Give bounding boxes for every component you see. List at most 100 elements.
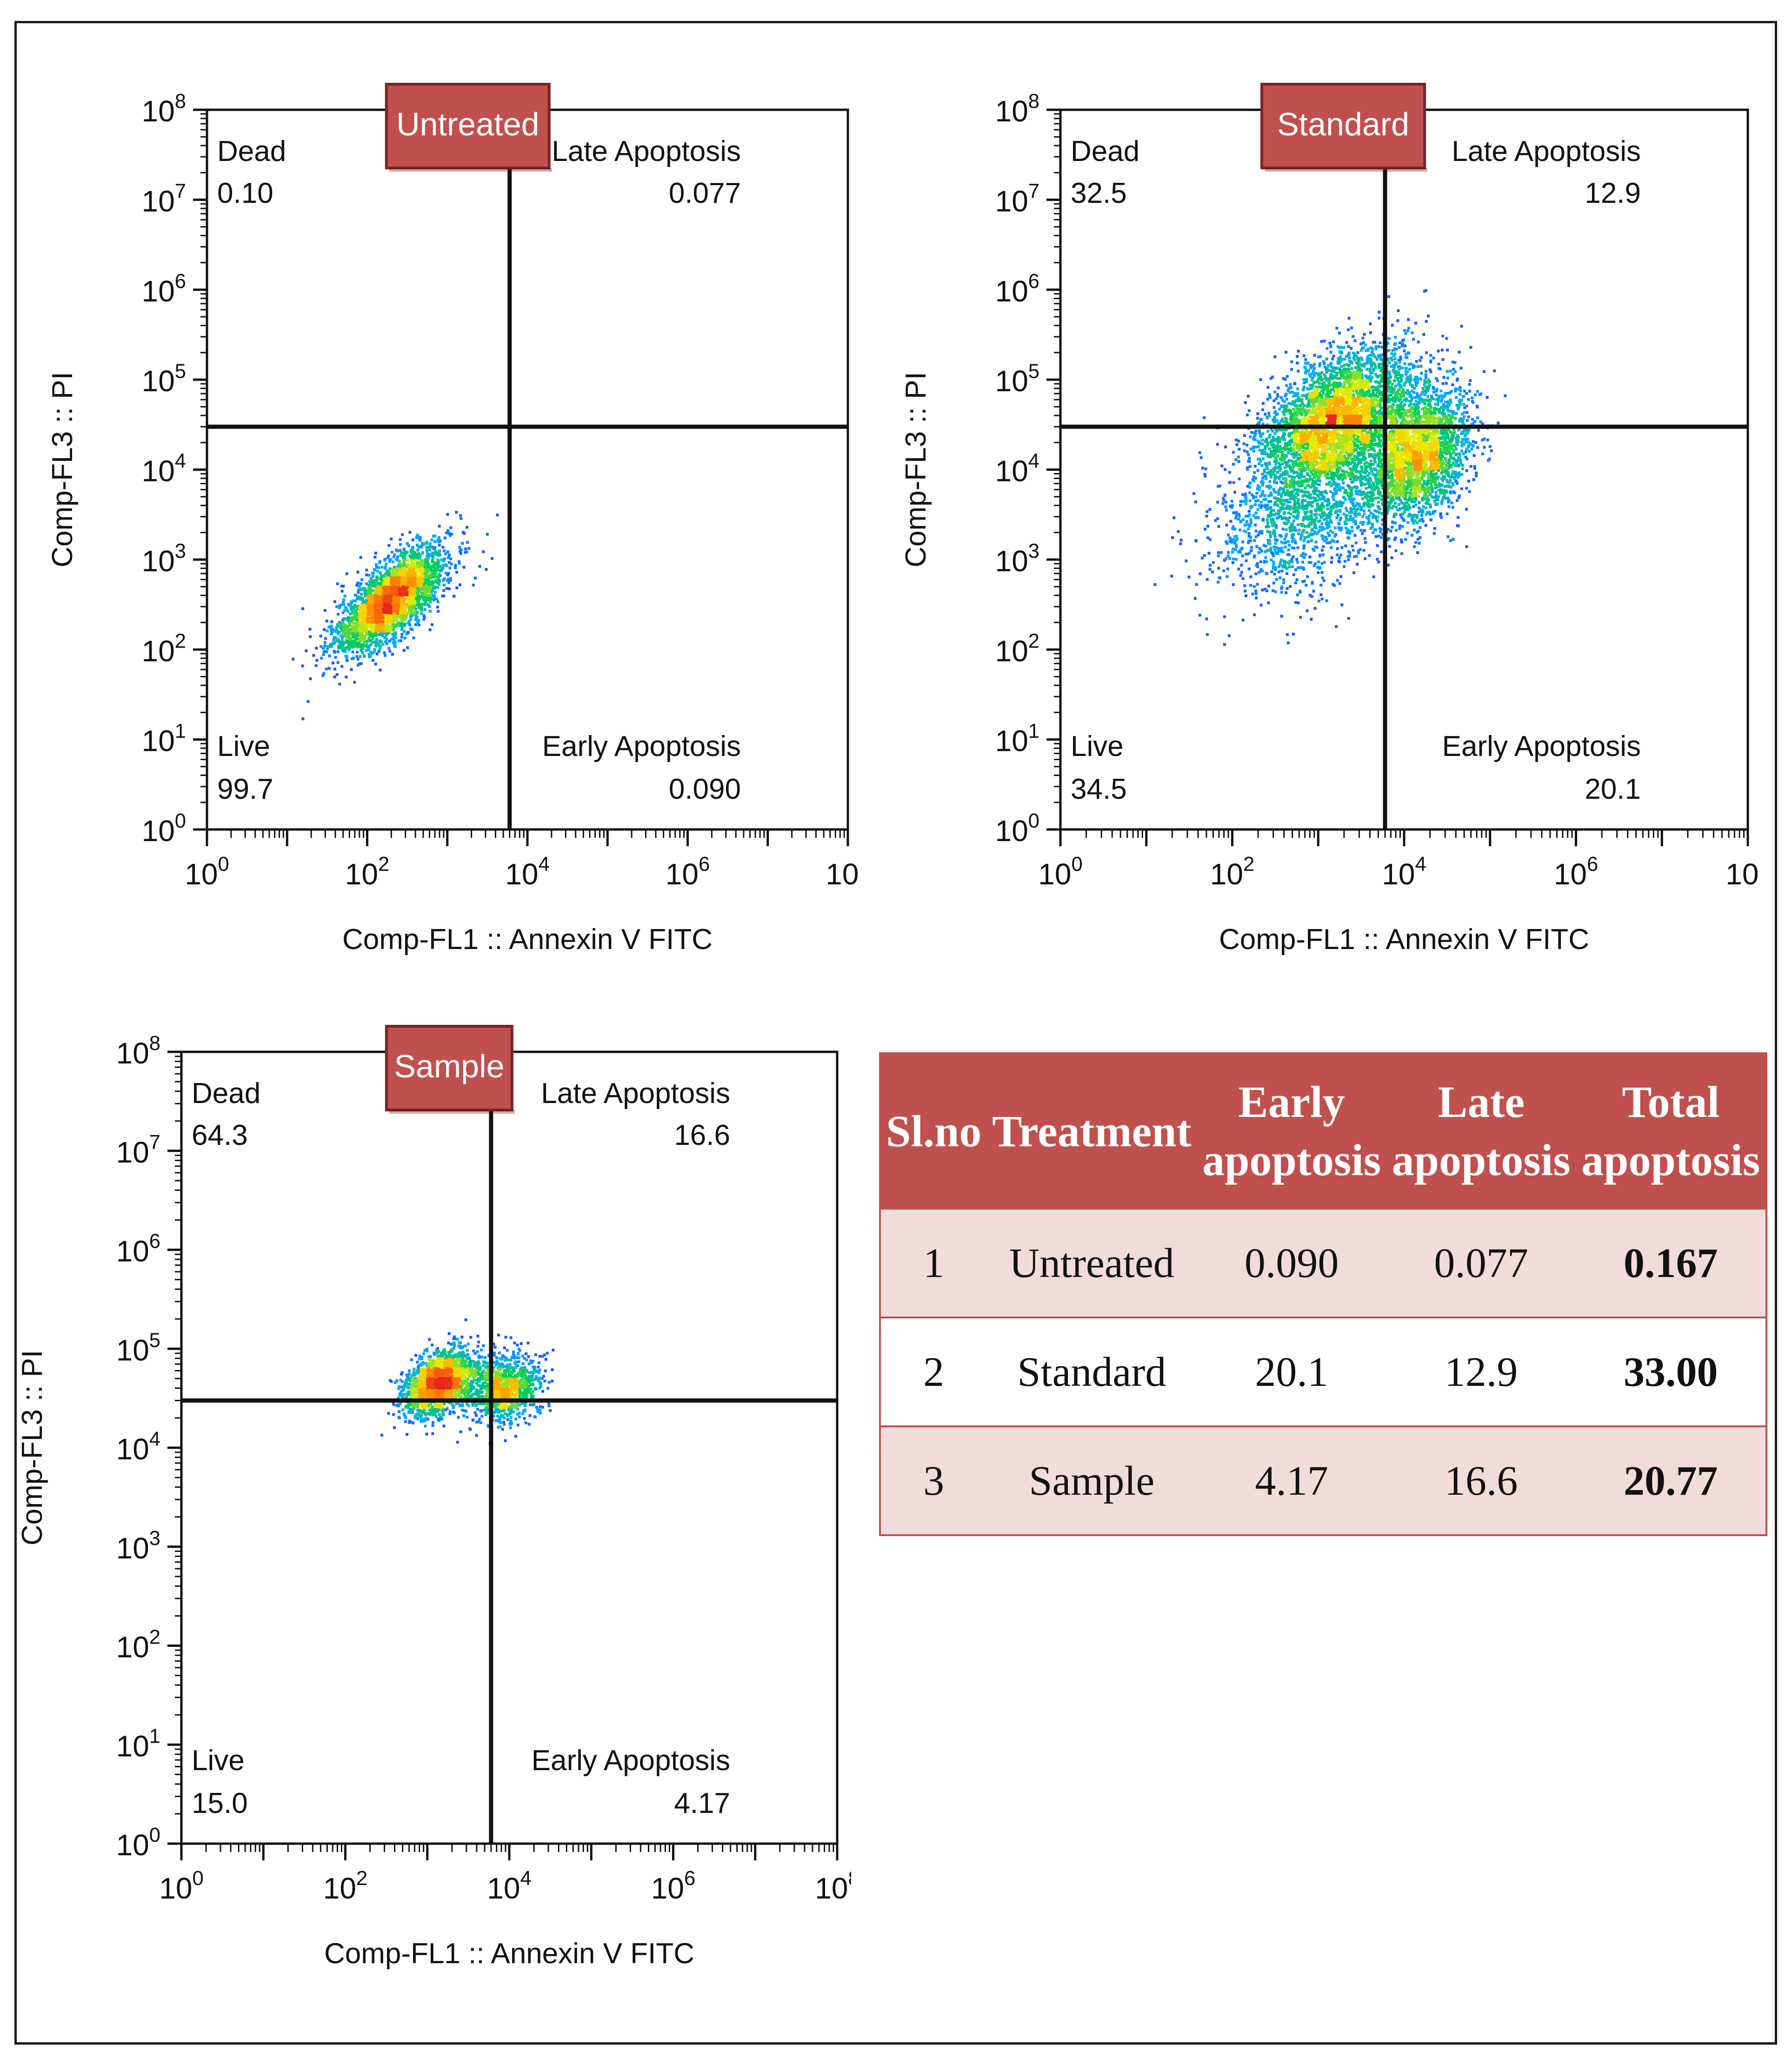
data-point — [1259, 569, 1262, 573]
data-point — [342, 622, 345, 625]
data-point — [417, 560, 420, 563]
data-point — [1371, 525, 1374, 528]
data-point — [1479, 420, 1482, 423]
data-point — [359, 556, 362, 559]
data-point — [408, 565, 412, 568]
data-point — [1293, 539, 1297, 542]
data-point — [1293, 392, 1296, 395]
data-point — [1428, 510, 1431, 514]
data-point — [1325, 535, 1328, 539]
data-point — [1345, 507, 1348, 510]
data-point — [1303, 366, 1306, 369]
data-point — [1430, 495, 1433, 498]
data-point — [347, 649, 351, 652]
data-point — [1369, 372, 1372, 375]
data-point — [412, 592, 415, 595]
data-point — [394, 580, 397, 583]
data-point — [459, 514, 462, 517]
data-point — [455, 586, 459, 589]
data-point — [389, 617, 393, 621]
data-point — [1248, 486, 1252, 489]
data-point — [1266, 462, 1270, 465]
data-point — [1462, 438, 1466, 441]
data-point — [1309, 374, 1312, 378]
data-point — [442, 589, 446, 592]
data-point — [1289, 585, 1292, 588]
data-point — [1292, 456, 1296, 459]
treatment-tag-shadow — [389, 168, 552, 172]
data-point — [1272, 582, 1275, 585]
data-point — [376, 576, 379, 579]
data-point — [1302, 378, 1306, 381]
data-point — [1350, 326, 1353, 329]
data-point — [1360, 342, 1363, 345]
data-point — [1272, 589, 1275, 592]
data-point — [335, 626, 338, 629]
data-point — [426, 561, 429, 564]
data-point — [346, 659, 349, 662]
data-point — [1226, 542, 1229, 545]
data-point — [383, 577, 386, 581]
data-point — [1423, 393, 1426, 396]
data-point — [360, 593, 363, 596]
data-point — [1334, 533, 1338, 536]
data-point — [1426, 389, 1429, 393]
data-point — [1376, 558, 1379, 561]
data-point — [1319, 493, 1322, 496]
data-point — [1247, 532, 1251, 535]
data-point — [1372, 513, 1375, 516]
data-point — [1463, 389, 1466, 393]
data-point — [338, 682, 341, 686]
data-point — [1337, 504, 1340, 507]
data-point — [1378, 311, 1381, 314]
data-point — [1404, 397, 1407, 401]
data-point — [420, 559, 423, 562]
data-point — [386, 594, 389, 597]
data-point — [380, 640, 383, 643]
data-point — [1333, 526, 1337, 529]
data-point — [378, 603, 381, 607]
data-point — [1327, 501, 1331, 505]
data-point — [1377, 362, 1380, 366]
data-point — [1398, 524, 1401, 528]
data-point — [434, 580, 437, 583]
data-point — [1277, 401, 1280, 405]
data-point — [417, 545, 420, 548]
data-point — [403, 636, 406, 640]
data-point — [380, 588, 383, 591]
data-point — [1286, 389, 1290, 392]
data-point — [377, 591, 380, 594]
data-point — [1297, 502, 1300, 506]
data-point — [431, 565, 434, 568]
data-point — [356, 608, 360, 611]
data-point — [398, 587, 401, 590]
data-point — [1255, 545, 1259, 548]
data-point — [1352, 335, 1355, 338]
data-point — [416, 570, 419, 573]
data-point — [381, 616, 385, 620]
data-point — [1286, 553, 1289, 556]
data-point — [415, 556, 418, 560]
data-point — [387, 624, 391, 628]
data-point — [308, 628, 312, 631]
data-point — [1304, 358, 1307, 361]
data-point — [1291, 565, 1294, 568]
data-point — [1429, 503, 1432, 507]
data-point — [1371, 376, 1374, 379]
data-point — [1299, 589, 1302, 593]
data-point — [1420, 514, 1424, 517]
data-point — [1296, 355, 1299, 358]
data-point — [1323, 365, 1326, 368]
data-point — [1374, 528, 1378, 531]
data-point — [1269, 547, 1272, 550]
data-point — [1231, 504, 1234, 507]
data-point — [1358, 504, 1361, 508]
data-point — [1263, 451, 1266, 454]
data-point — [1405, 373, 1408, 376]
data-point — [1179, 542, 1182, 545]
data-point — [1254, 529, 1258, 533]
data-point — [1279, 576, 1282, 580]
data-point — [434, 549, 437, 552]
data-point — [378, 611, 381, 614]
data-point — [1286, 470, 1289, 473]
